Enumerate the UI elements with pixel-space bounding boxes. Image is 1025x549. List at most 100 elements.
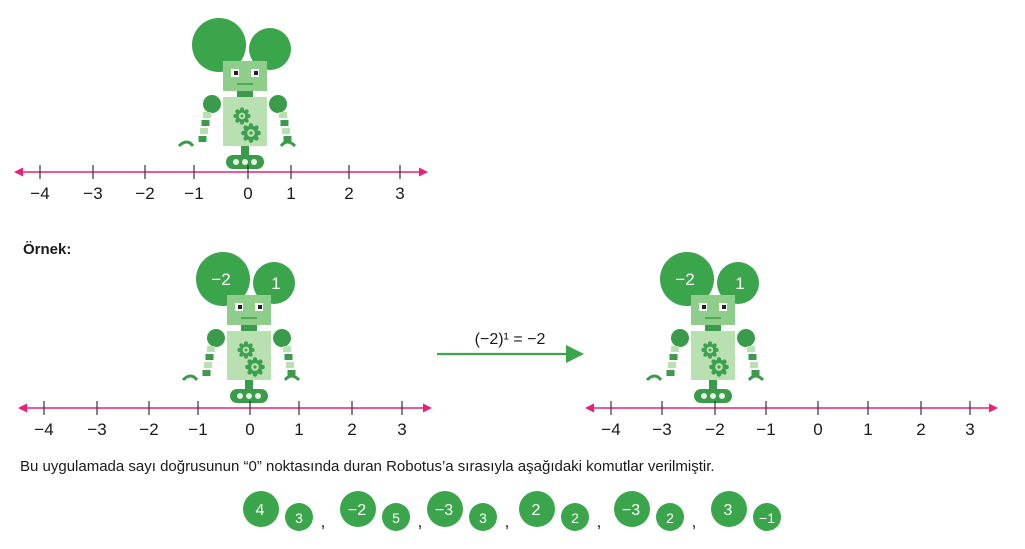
robot-shoulder (207, 329, 225, 347)
command-base-label: 4 (256, 502, 265, 519)
gear-icon (701, 341, 719, 359)
robot-top (177, 18, 297, 169)
robot-leg (245, 380, 253, 389)
command-bubble-pair: −3 3, (427, 491, 509, 531)
axis-tick-label: 0 (243, 184, 252, 203)
comma-separator: , (321, 512, 326, 531)
bubble-label: 1 (271, 274, 280, 293)
axis-tick-label: 0 (813, 420, 822, 439)
robot-arm-segment (280, 120, 289, 126)
axis-arrow-right (423, 403, 432, 413)
wheel-bolt (719, 393, 725, 399)
arrow-head-icon (566, 345, 584, 363)
axis-tick-label: −1 (756, 420, 775, 439)
gear-icon (709, 357, 729, 377)
command-bubble-large (614, 491, 650, 527)
command-exponent-label: 3 (295, 510, 303, 526)
axis-tick-label: 3 (397, 420, 406, 439)
gear-icon (245, 357, 265, 377)
robot-arm-segment (287, 370, 296, 376)
command-bubble-pair: 4 3, (243, 491, 325, 531)
ear-bubble-large (192, 18, 246, 72)
bubble-label: −2 (675, 270, 694, 289)
robot-arm-segment (282, 128, 290, 134)
axis-arrow-left (18, 403, 27, 413)
axis-tick-label: −2 (139, 420, 158, 439)
robot-arm-segment (283, 136, 292, 142)
gear-icon (233, 107, 251, 125)
instruction-text: Bu uygulamada sayı doğrusunun “0” noktas… (20, 458, 715, 475)
axis-tick-label: −3 (652, 420, 671, 439)
wheel-bolt (237, 393, 243, 399)
robot-arm-segment (283, 346, 291, 352)
robot-arm-segment (669, 354, 678, 360)
number-line-example-left: −4 −3 −2 −1 0 1 2 3 (18, 401, 432, 439)
robot-claw (747, 374, 765, 382)
wheel-bolt (246, 393, 252, 399)
wheel-bolt (233, 159, 239, 165)
comma-separator: , (505, 512, 510, 531)
robot-arm-segment (751, 370, 760, 376)
arrow-label: (−2)¹ = −2 (475, 331, 546, 348)
axis-tick-label: 2 (347, 420, 356, 439)
robot-arm-segment (205, 354, 214, 360)
command-exponent-label: 2 (666, 510, 674, 526)
robot-arm-segment (286, 362, 294, 368)
command-bubble-pair: −3 2, (614, 491, 696, 531)
robot-arm-segment (748, 354, 757, 360)
robot-example-right: −2 1 (645, 252, 765, 403)
ear-bubble-large (660, 252, 714, 306)
axis-tick-label: −1 (184, 184, 203, 203)
command-exponent-label: 5 (392, 510, 400, 526)
axis-arrow-left (14, 167, 23, 177)
bubble-label: −2 (211, 270, 230, 289)
command-bubble-small (382, 503, 410, 531)
robot-claw (283, 374, 301, 382)
command-bubble-small (753, 503, 781, 531)
axis-tick-label: −3 (83, 184, 102, 203)
robot-arm-segment (198, 136, 207, 142)
wheel-bolt (242, 159, 248, 165)
robot-shoulder (203, 95, 221, 113)
axis-tick-label: −4 (34, 420, 53, 439)
command-bubble-pair: 2 2, (519, 491, 601, 531)
robot-shoulder (737, 329, 755, 347)
axis-tick-label: 3 (965, 420, 974, 439)
command-bubble-large (711, 491, 747, 527)
command-exponent-label: 3 (479, 510, 487, 526)
command-bubble-large (340, 491, 376, 527)
robot-arm-segment (668, 362, 676, 368)
robot-example-left: −2 1 (181, 252, 301, 403)
robot-leg (241, 146, 249, 155)
axis-tick-label: −4 (601, 420, 620, 439)
robot-head (691, 295, 735, 325)
robot-neck (241, 325, 257, 331)
axis-tick-label: −4 (30, 184, 49, 203)
axis-tick-label: 0 (245, 420, 254, 439)
axis-tick-label: 1 (294, 420, 303, 439)
axis-arrow-right (989, 403, 998, 413)
command-base-label: 3 (724, 502, 733, 519)
robot-head (223, 61, 267, 91)
robot-claw (181, 374, 199, 382)
command-bubble-pair: 3 −1 (711, 491, 781, 531)
command-bubble-small (469, 503, 497, 531)
command-bubble-large (243, 491, 279, 527)
gear-icon (237, 341, 255, 359)
comma-separator: , (597, 512, 602, 531)
robot-shoulder (269, 95, 287, 113)
robot-neck (237, 91, 253, 97)
axis-arrow-right (419, 167, 428, 177)
command-exponent-label: −1 (759, 510, 775, 526)
ear-bubble-small (717, 262, 759, 304)
ear-bubble-large (196, 252, 250, 306)
command-bubble-small (561, 503, 589, 531)
axis-tick-label: −2 (135, 184, 154, 203)
axis-tick-label: 1 (863, 420, 872, 439)
wheel-bolt (255, 393, 261, 399)
robot-leg (709, 380, 717, 389)
robot-claw (177, 140, 195, 148)
axis-tick-label: −1 (188, 420, 207, 439)
robot-arm-segment (671, 346, 679, 352)
